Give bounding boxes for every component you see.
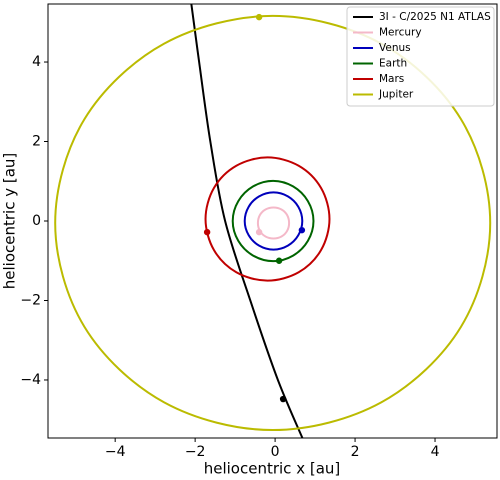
y-axis-label: heliocentric y [au] xyxy=(1,153,19,290)
orbit-line xyxy=(231,179,315,263)
legend-box xyxy=(346,6,495,107)
x-tick-label: 2 xyxy=(351,444,360,460)
x-tick-label: 0 xyxy=(271,444,280,460)
legend-label: 3I - C/2025 N1 ATLAS xyxy=(379,11,491,23)
legend-label: Earth xyxy=(379,58,407,70)
orbit-line xyxy=(204,156,331,282)
position-marker xyxy=(255,13,263,21)
y-tick-label: 4 xyxy=(32,54,41,70)
legend-label: Mars xyxy=(379,73,404,85)
position-marker xyxy=(298,226,306,234)
legend-label: Jupiter xyxy=(378,89,414,101)
y-tick-label: −4 xyxy=(20,372,41,388)
position-marker xyxy=(203,228,211,236)
position-marker xyxy=(279,395,287,403)
orbit-line xyxy=(190,4,304,438)
position-marker xyxy=(275,257,283,264)
position-marker xyxy=(255,228,263,236)
orbit-line xyxy=(243,191,304,251)
legend-label: Mercury xyxy=(379,27,422,39)
legend-label: Venus xyxy=(379,42,411,54)
legend: 3I - C/2025 N1 ATLAS Mercury Venus Earth Mar… xyxy=(346,6,495,107)
y-tick-label: 2 xyxy=(32,134,41,150)
y-tick-label: −2 xyxy=(20,292,41,308)
x-axis-label: heliocentric x [au] xyxy=(204,460,341,478)
x-tick-label: 4 xyxy=(431,444,440,460)
x-tick-label: −4 xyxy=(105,444,126,460)
y-tick-label: 0 xyxy=(32,213,41,229)
orbit-line xyxy=(256,206,291,240)
x-tick-label: −2 xyxy=(185,444,206,460)
